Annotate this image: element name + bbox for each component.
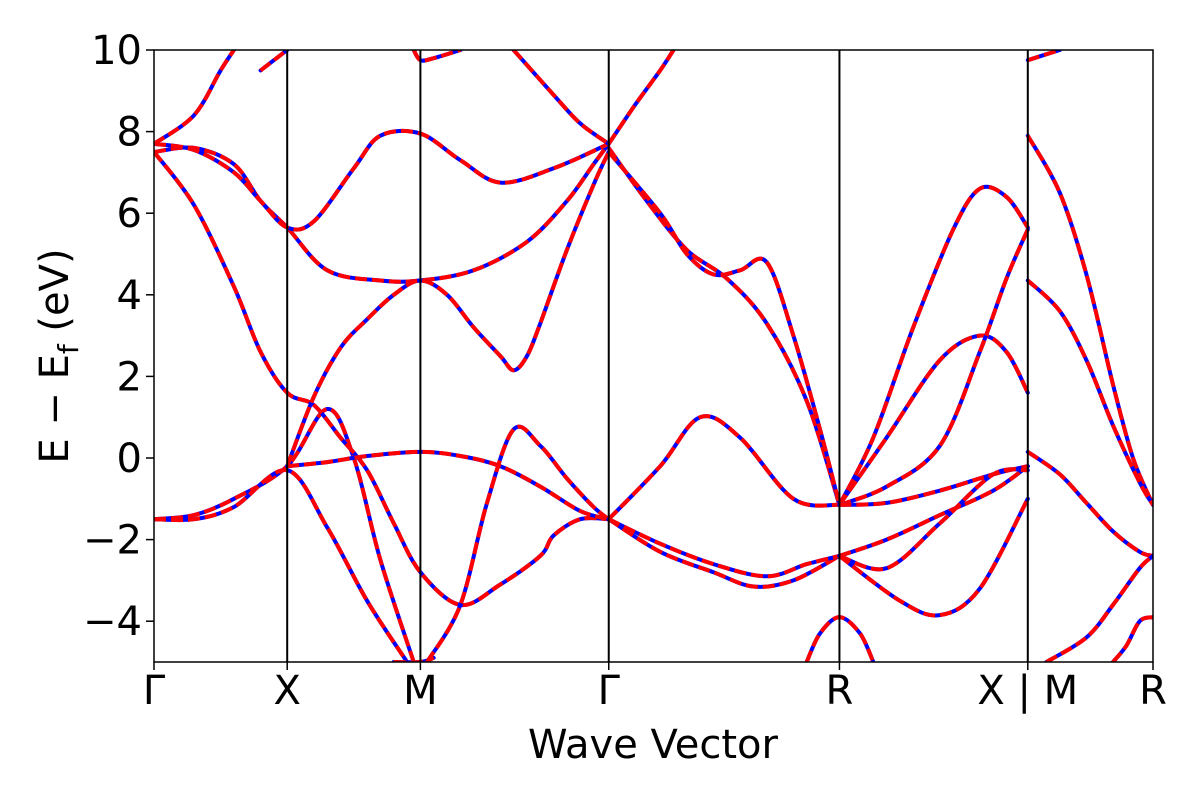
band-line-dashed (837, 333, 1030, 507)
x-tick-label: M (403, 668, 438, 714)
band-line-dashed (607, 517, 840, 579)
band-line-dashed (286, 449, 610, 522)
plot-frame (153, 49, 1154, 663)
band-line-dashed (1027, 50, 1061, 63)
y-tick-label: 8 (117, 110, 142, 156)
x-axis-label: Wave Vector (528, 722, 779, 768)
band-line-dashed (154, 128, 610, 232)
x-tick-label: Γ (598, 668, 621, 714)
band-line-dashed (411, 50, 461, 63)
x-tick-label: R (826, 668, 854, 714)
x-tick-label: R (1139, 668, 1167, 714)
band-line-dashed (154, 150, 609, 607)
y-axis-label-unit: (eV) (32, 248, 78, 344)
band-line-dashed (1045, 554, 1153, 662)
y-tick-label: 4 (117, 273, 142, 319)
band-line-dashed (838, 464, 1029, 558)
band-line-dashed (285, 151, 611, 467)
band-lines (154, 50, 1153, 662)
plot-background (154, 50, 1153, 662)
band-line-dashed (1111, 615, 1153, 662)
band-line-dashed (154, 50, 236, 146)
band-line-dashed (607, 50, 676, 145)
band-line-dashed (838, 228, 1030, 507)
band-line-dashed (1026, 134, 1153, 506)
y-tick-label: 6 (117, 191, 142, 237)
y-tick-label: 2 (117, 354, 142, 400)
band-line-dashed (607, 150, 842, 506)
x-tick-label: X | M (977, 668, 1078, 714)
band-line-dashed (1026, 279, 1153, 506)
band-line-dashed (154, 468, 409, 662)
band-line-dashed (1026, 450, 1153, 558)
band-line-dashed (425, 424, 610, 662)
y-tick-label: −4 (83, 599, 142, 645)
x-axis-ticks: Γ X M Γ R X | M R (143, 662, 1167, 714)
band-line-dashed (837, 184, 1030, 506)
x-tick-label: X (273, 668, 300, 714)
y-tick-label: 10 (91, 28, 142, 74)
band-line-dashed (512, 50, 610, 146)
band-line-solid (606, 145, 842, 507)
band-line-dashed (607, 414, 840, 521)
band-line-dashed (154, 142, 611, 284)
y-axis-ticks: −4 −2 0 2 4 6 8 10 (83, 28, 154, 645)
y-axis-label-main: E − E (32, 354, 78, 464)
band-line-dashed (607, 517, 841, 589)
x-tick-label: Γ (143, 668, 166, 714)
high-symmetry-lines (286, 50, 1029, 662)
band-line-dashed (838, 467, 1029, 572)
y-axis-label-sub: f (52, 343, 85, 354)
y-tick-label: −2 (83, 518, 142, 564)
band-line-dashed (259, 50, 289, 72)
y-axis-label: E − Ef (eV) (32, 248, 85, 463)
band-line-dashed (838, 497, 1030, 618)
y-tick-label: 0 (117, 436, 142, 482)
